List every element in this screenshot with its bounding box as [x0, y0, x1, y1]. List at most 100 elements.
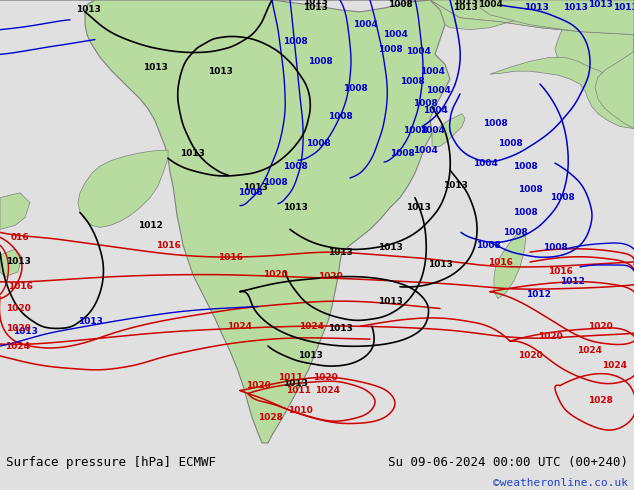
Polygon shape: [490, 57, 634, 128]
Text: 1013: 1013: [302, 3, 327, 12]
Text: 1008: 1008: [399, 76, 424, 86]
Text: 1013: 1013: [328, 247, 353, 257]
Text: 1013: 1013: [406, 203, 430, 212]
Text: 1008: 1008: [413, 99, 437, 108]
Text: 1008: 1008: [403, 126, 427, 135]
Text: 1028: 1028: [588, 396, 612, 405]
Text: 1008: 1008: [283, 37, 307, 46]
Text: 1024: 1024: [578, 346, 602, 355]
Text: 1008: 1008: [283, 162, 307, 171]
Text: 1008: 1008: [342, 84, 367, 94]
Text: 1004: 1004: [420, 126, 444, 135]
Polygon shape: [430, 0, 634, 89]
Text: 1013: 1013: [302, 0, 327, 6]
Text: 1013: 1013: [453, 0, 477, 6]
Text: 1011: 1011: [285, 386, 311, 395]
Text: 1004: 1004: [413, 146, 437, 155]
Text: 1013: 1013: [6, 257, 30, 266]
Text: 1020: 1020: [313, 373, 337, 382]
Text: 1008: 1008: [262, 178, 287, 187]
Polygon shape: [480, 0, 634, 128]
Text: 1008: 1008: [476, 241, 500, 250]
Text: 1024: 1024: [6, 342, 30, 350]
Text: 1013: 1013: [13, 327, 37, 336]
Text: 1024: 1024: [316, 386, 340, 395]
Text: 1013: 1013: [378, 297, 403, 306]
Text: 1013: 1013: [328, 324, 353, 333]
Text: 1013: 1013: [75, 5, 100, 14]
Text: 1024: 1024: [228, 322, 252, 331]
Text: 1008: 1008: [543, 243, 567, 252]
Polygon shape: [494, 229, 526, 298]
Text: 1004: 1004: [423, 106, 448, 115]
Polygon shape: [0, 249, 22, 277]
Text: 016: 016: [11, 233, 29, 242]
Text: 1008: 1008: [550, 193, 574, 202]
Text: 1010: 1010: [288, 406, 313, 415]
Text: 1024: 1024: [602, 361, 628, 370]
Text: 1008: 1008: [513, 208, 538, 217]
Text: 1020: 1020: [517, 351, 542, 361]
Text: 1008: 1008: [306, 139, 330, 148]
Text: 1013: 1013: [524, 3, 548, 12]
Text: 1008: 1008: [387, 0, 412, 9]
Text: 1004: 1004: [477, 0, 502, 9]
Text: 1013: 1013: [143, 63, 167, 72]
Text: Surface pressure [hPa] ECMWF: Surface pressure [hPa] ECMWF: [6, 457, 216, 469]
Text: 1004: 1004: [406, 47, 430, 56]
Text: 1008: 1008: [503, 228, 527, 237]
Text: 1020: 1020: [245, 381, 270, 390]
Text: ©weatheronline.co.uk: ©weatheronline.co.uk: [493, 478, 628, 488]
Text: 1020: 1020: [6, 304, 30, 313]
Polygon shape: [0, 0, 634, 35]
Text: 1020: 1020: [318, 272, 342, 281]
Text: 1013: 1013: [77, 317, 103, 326]
Text: 1016: 1016: [548, 268, 573, 276]
Text: 1013: 1013: [427, 261, 453, 270]
Text: 1013: 1013: [243, 183, 268, 193]
Text: 1004: 1004: [420, 67, 444, 75]
Text: 1011: 1011: [278, 373, 302, 382]
Polygon shape: [0, 193, 30, 229]
Text: 1012: 1012: [526, 290, 550, 299]
Text: 1008: 1008: [482, 119, 507, 128]
Text: 1020: 1020: [6, 324, 30, 333]
Text: 1013: 1013: [453, 3, 477, 12]
Text: 1008: 1008: [307, 57, 332, 66]
Text: 1004: 1004: [425, 86, 450, 96]
Text: 1012: 1012: [560, 277, 585, 286]
Text: 1013: 1013: [588, 0, 612, 9]
Text: 1028: 1028: [257, 413, 282, 422]
Polygon shape: [78, 150, 168, 227]
Text: 1020: 1020: [262, 270, 287, 279]
Text: 1016: 1016: [8, 282, 32, 291]
Text: 1020: 1020: [538, 332, 562, 341]
Text: 1008: 1008: [517, 185, 542, 195]
Text: 1008: 1008: [390, 149, 415, 158]
Text: 1008: 1008: [513, 162, 538, 171]
Text: 1008: 1008: [378, 45, 403, 54]
Text: 1004: 1004: [382, 30, 408, 39]
Text: 1013: 1013: [283, 379, 307, 388]
Polygon shape: [432, 114, 465, 147]
Text: 1013: 1013: [562, 3, 588, 12]
Text: 1016: 1016: [217, 252, 242, 262]
Text: 1013: 1013: [297, 351, 323, 361]
Text: 1013: 1013: [179, 149, 204, 158]
Text: 1004: 1004: [472, 159, 498, 168]
Text: 1012: 1012: [138, 221, 162, 230]
Text: 1020: 1020: [588, 322, 612, 331]
Text: 1013: 1013: [612, 3, 634, 12]
Text: 1013: 1013: [378, 243, 403, 252]
Polygon shape: [85, 0, 450, 443]
Text: 1016: 1016: [488, 258, 512, 267]
Text: 1024: 1024: [299, 322, 325, 331]
Text: 1004: 1004: [353, 20, 377, 29]
Text: 1016: 1016: [155, 241, 181, 250]
Text: 1008: 1008: [328, 112, 353, 121]
Text: 1013: 1013: [443, 181, 467, 191]
Text: 1008: 1008: [238, 188, 262, 197]
Text: 1013: 1013: [207, 67, 233, 75]
Text: Su 09-06-2024 00:00 UTC (00+240): Su 09-06-2024 00:00 UTC (00+240): [387, 457, 628, 469]
Text: 1008: 1008: [498, 139, 522, 148]
